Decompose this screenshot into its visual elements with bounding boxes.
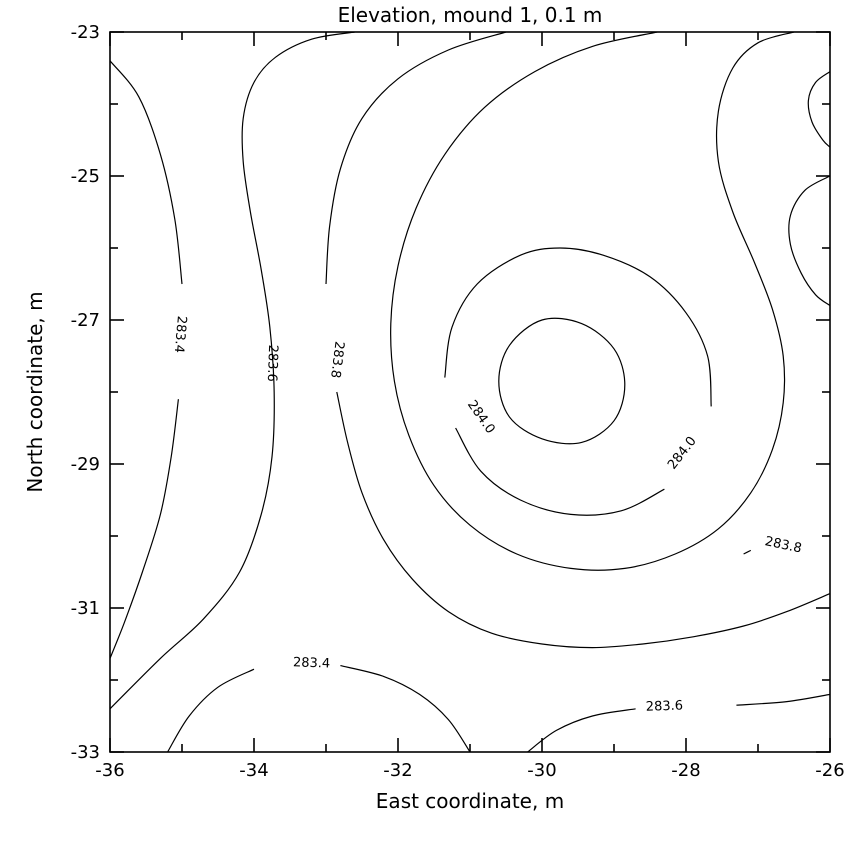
y-tick-label: -33 xyxy=(71,742,100,763)
chart-title: Elevation, mound 1, 0.1 m xyxy=(338,3,603,27)
contour-label: 283.6 xyxy=(646,698,684,714)
y-tick-label: -25 xyxy=(71,166,100,187)
x-tick-label: -34 xyxy=(239,760,268,781)
x-axis-label: East coordinate, m xyxy=(376,789,564,813)
y-tick-label: -23 xyxy=(71,22,100,43)
x-tick-label: -36 xyxy=(95,760,124,781)
contour-chart: 283.4283.4283.6283.6283.8283.8284.0284.0… xyxy=(0,0,850,842)
x-tick-label: -30 xyxy=(527,760,556,781)
y-axis-label: North coordinate, m xyxy=(23,291,47,492)
x-tick-label: -32 xyxy=(383,760,412,781)
x-tick-label: -28 xyxy=(671,760,700,781)
y-tick-label: -31 xyxy=(71,598,100,619)
x-tick-label: -26 xyxy=(815,760,844,781)
y-tick-label: -27 xyxy=(71,310,100,331)
y-tick-label: -29 xyxy=(71,454,100,475)
contour-label: 283.6 xyxy=(264,344,280,382)
contour-label: 283.4 xyxy=(293,655,331,671)
